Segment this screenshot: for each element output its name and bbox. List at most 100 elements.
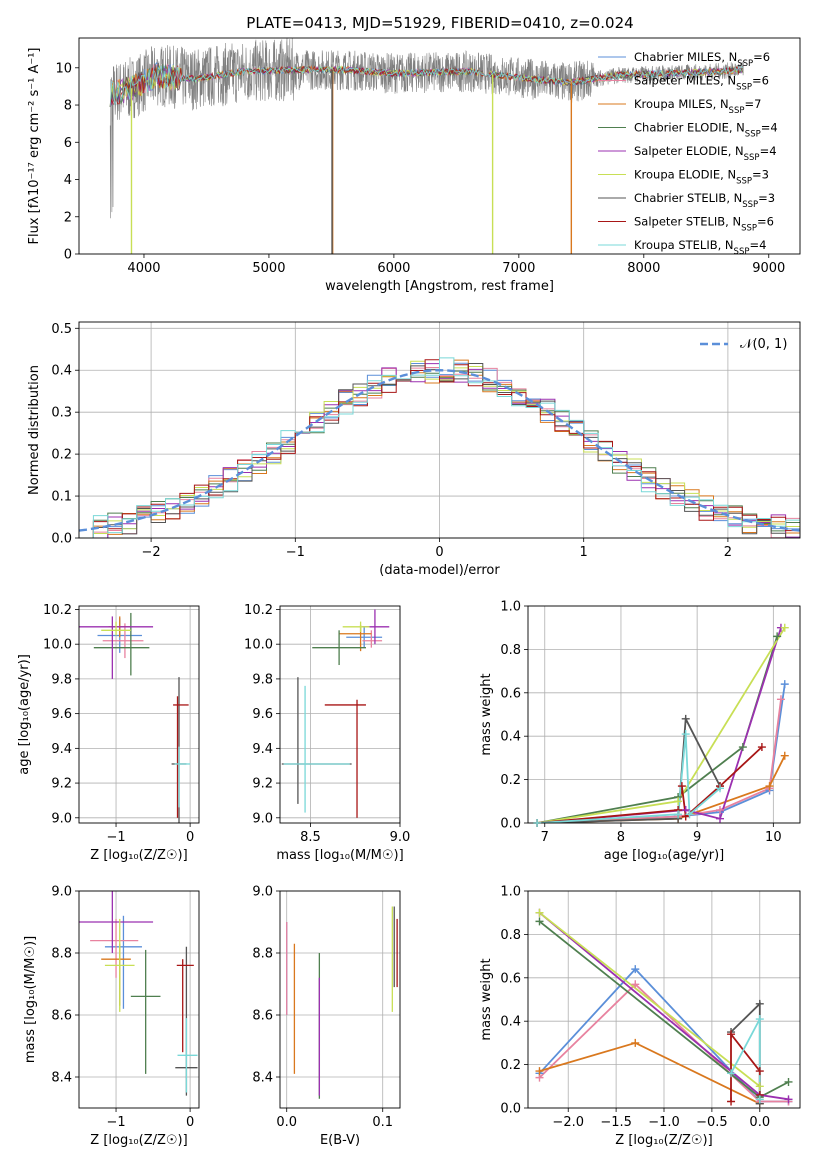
y-axis-label: mass weight [479,673,494,755]
legend-value: =4 [761,121,778,135]
plot-area [79,891,198,1096]
y-tick-label: 9.4 [51,742,72,757]
x-tick-label: 8 [617,830,625,845]
legend-value: =6 [757,215,774,229]
legend-subscript: SSP [734,247,750,257]
y-tick-label: 0.2 [500,1058,521,1073]
weight-marker [631,1038,640,1047]
plot-area [79,357,800,538]
x-axis-label: Z [log₁₀(Z/Z☉)] [615,1133,712,1148]
x-tick-label: −2.0 [552,1115,584,1130]
y-tick-label: 10.2 [244,603,273,618]
y-tick-label: 0.6 [500,971,521,986]
x-axis-label: Z [log₁₀(Z/Z☉)] [90,1133,187,1148]
y-tick-label: 1.0 [500,600,521,615]
weight-marker [727,1069,736,1078]
y-tick-label: 9.0 [252,885,273,900]
weight-marker [755,999,764,1008]
legend-value: =4 [749,238,766,252]
model-spectrum [109,65,744,107]
y-tick-label: 9.0 [51,885,72,900]
x-tick-label: −1 [286,545,305,560]
weight-marker [738,743,747,752]
weight-marker [780,751,789,760]
plot-area [281,609,390,818]
weight-marker [757,743,766,752]
weight-marker [755,1095,764,1104]
axes-frame [78,890,200,1109]
axes-frame [279,890,401,1109]
chart-weight_vs_age: 7 8 9 10 0.0 0.2 0.4 0.6 0.8 1.0 age [log₁₀(age/yr… [479,600,801,863]
weight-line [537,746,763,823]
x-tick-label: 7 [541,830,549,845]
legend-value: =6 [753,50,770,64]
x-tick-label: 6000 [377,261,410,276]
legend-subscript: SSP [741,224,757,234]
y-tick-label: 9.6 [51,707,72,722]
weight-marker [535,908,544,917]
y-tick-label: 1.0 [500,885,521,900]
axes-frame [78,605,200,824]
weight-marker [784,1095,793,1104]
plot-area [109,38,744,254]
y-tick-label: 8.6 [51,1009,72,1024]
weight-marker [716,805,724,814]
chart-age_vs_mass: 8.5 9.0 9.0 9.2 9.4 9.6 9.8 10.0 10.2 mass [log₁₀… [244,603,410,863]
figure-title: PLATE=0413, MJD=51929, FIBERID=0410, z=0… [246,14,633,32]
x-tick-label: 8.5 [300,830,321,845]
legend-subscript: SSP [744,153,760,163]
weight-marker [765,782,774,791]
y-tick-label: 9.2 [252,777,273,792]
legend-label: 𝒩(0, 1) [740,337,787,352]
weight-line [538,911,761,1088]
weight-marker [535,917,544,926]
weight-marker [773,632,782,641]
y-tick-label: 8.4 [252,1071,273,1086]
legend-subscript: SSP [736,177,752,187]
y-axis-label: Normed distribution [27,365,42,495]
x-tick-label: 9000 [752,261,785,276]
weight-marker [755,1067,764,1076]
y-tick-label: 8.6 [252,1009,273,1024]
y-tick-label: 4 [64,173,72,188]
y-axis-label: mass weight [479,958,494,1040]
x-tick-label: 0 [435,545,443,560]
y-tick-label: 9.6 [252,707,273,722]
chart-age_vs_Z: −1 0 9.0 9.2 9.4 9.6 9.8 10.0 10.2 Z [log₁₀(Z/Z☉)… [17,603,200,863]
x-tick-label: −1 [106,1115,125,1130]
gaussian-curve [79,368,800,532]
weight-marker [631,980,640,989]
legend-subscript: SSP [742,200,758,210]
x-tick-label: 0 [186,830,194,845]
y-tick-label: 0.3 [51,406,72,421]
y-tick-label: 0 [64,248,72,263]
y-tick-label: 9.8 [51,672,72,687]
chart-mass_vs_ebv: 0.0 0.1 8.4 8.6 8.8 9.0 E(B-V) [252,885,401,1148]
weight-marker [677,782,686,791]
x-tick-label: 7000 [502,261,535,276]
x-tick-label: 0 [186,1115,194,1130]
x-axis-label: Z [log₁₀(Z/Z☉)] [90,848,187,863]
x-tick-label: −2 [142,545,161,560]
legend-value: =3 [752,168,769,182]
y-tick-label: 0.4 [51,364,72,379]
x-axis-label: mass [log₁₀(M/M☉)] [276,848,403,863]
axes-frame [279,605,401,824]
y-tick-label: 9.2 [51,777,72,792]
x-tick-label: 10 [765,830,782,845]
weight-marker [755,1015,764,1024]
y-axis-label: age [log₁₀(age/yr)] [17,654,32,775]
x-tick-label: −0.5 [696,1115,728,1130]
weight-marker [755,1082,764,1091]
y-tick-label: 9.8 [252,672,273,687]
chart-residuals: −2 −1 0 1 2 0.0 0.1 0.2 0.3 0.4 0.5 (data-model)/er… [27,321,801,578]
y-tick-label: 10.0 [43,638,72,653]
x-tick-label: 1 [580,545,588,560]
chart-mass_vs_Z: −1 0 8.4 8.6 8.8 9.0 Z [log₁₀(Z/Z☉)] mass [log₁… [23,885,200,1148]
y-tick-label: 0.2 [500,773,521,788]
y-tick-label: 0.0 [500,817,521,832]
legend-subscript: SSP [729,106,745,116]
x-axis-label: age [log₁₀(age/yr)] [604,848,725,863]
x-tick-label: −1 [106,830,125,845]
x-tick-label: 5000 [252,261,285,276]
